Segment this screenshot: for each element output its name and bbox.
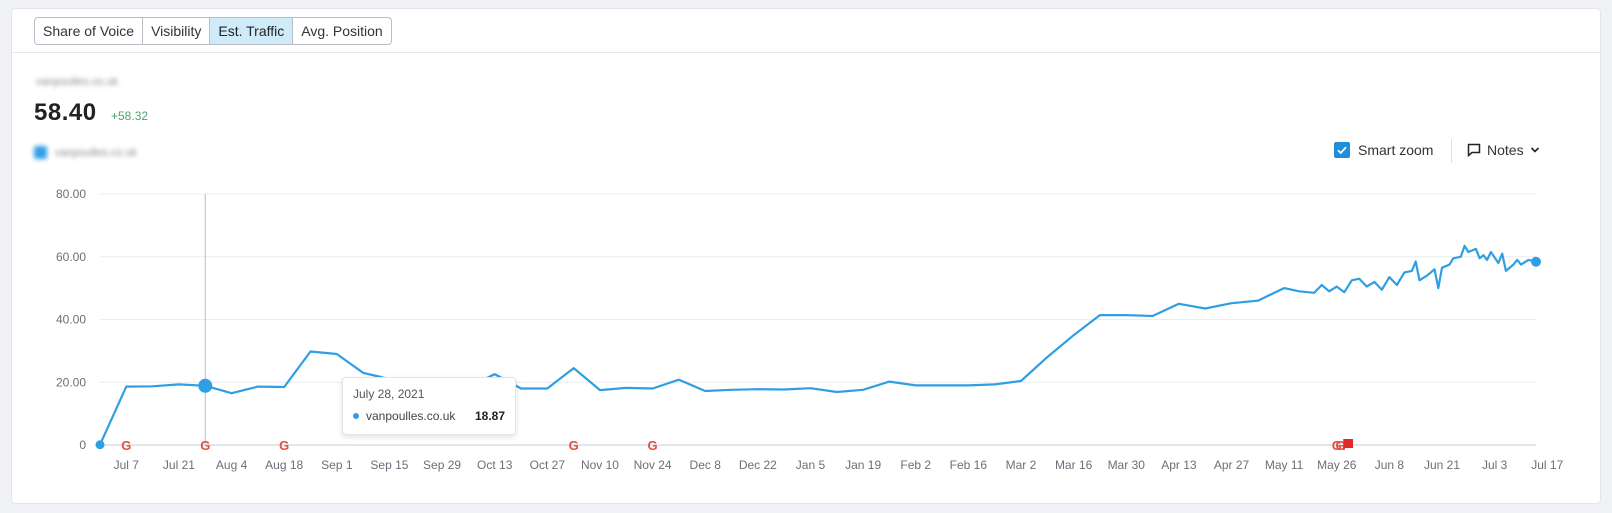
tooltip-series-dot: [353, 413, 359, 419]
legend-label: vanpoulles.co.uk: [55, 146, 137, 159]
x-tick-label: Dec 8: [690, 458, 722, 472]
x-tick-label: Jun 21: [1424, 458, 1460, 472]
smart-zoom-label: Smart zoom: [1358, 142, 1434, 158]
chevron-down-icon: [1530, 147, 1539, 153]
legend-checkbox[interactable]: [34, 146, 47, 159]
notes-dropdown[interactable]: Notes: [1467, 142, 1540, 158]
notes-label: Notes: [1487, 142, 1524, 158]
x-tick-label: Apr 27: [1214, 458, 1250, 472]
google-update-icon[interactable]: G: [279, 438, 289, 453]
google-update-icon[interactable]: G: [648, 438, 658, 453]
google-update-icon[interactable]: G: [569, 438, 579, 453]
x-tick-label: Jul 21: [163, 458, 195, 472]
end-point: [1531, 256, 1541, 267]
x-tick-label: Mar 30: [1108, 458, 1146, 472]
chart-tooltip: July 28, 2021 vanpoulles.co.uk 18.87: [342, 377, 516, 435]
x-tick-label: Jan 5: [796, 458, 826, 472]
x-tick-label: Aug 4: [216, 458, 248, 472]
tab-avg-position[interactable]: Avg. Position: [301, 23, 383, 39]
tab-est-traffic[interactable]: Est. Traffic: [210, 18, 294, 44]
traffic-panel: Share of Voice Visibility Est. Traffic A…: [11, 8, 1601, 504]
hover-point[interactable]: [198, 378, 213, 393]
y-tick-label: 60.00: [56, 250, 86, 264]
domain-name: vanpoulles.co.uk: [36, 76, 118, 88]
smart-zoom-toggle[interactable]: Smart zoom: [1334, 142, 1433, 158]
google-update-icon[interactable]: G: [200, 438, 210, 453]
tooltip-date: July 28, 2021: [353, 387, 425, 401]
traffic-value: 58.40: [34, 99, 97, 126]
google-update-icon[interactable]: G: [1332, 438, 1342, 453]
y-tick-label: 40.00: [56, 313, 86, 327]
note-flag-icon[interactable]: [1343, 439, 1354, 450]
x-tick-label: May 11: [1265, 458, 1304, 472]
x-tick-label: Jul 17: [1531, 458, 1563, 472]
start-point: [95, 440, 105, 450]
tooltip-value: 18.87: [474, 409, 505, 423]
x-tick-label: Feb 2: [900, 458, 931, 472]
header-divider: [12, 52, 1600, 53]
y-tick-label: 0: [79, 438, 86, 452]
google-update-icon[interactable]: G: [121, 438, 131, 453]
y-tick-label: 20.00: [56, 375, 86, 389]
x-tick-label: Jan 19: [845, 458, 881, 472]
x-tick-label: May 26: [1317, 458, 1357, 472]
tooltip-row: vanpoulles.co.uk 18.87: [353, 409, 505, 423]
x-tick-label: Sep 15: [370, 458, 408, 472]
check-icon: [1337, 146, 1347, 155]
x-tick-label: Aug 18: [265, 458, 303, 472]
smart-zoom-checkbox[interactable]: [1334, 142, 1350, 158]
x-tick-label: Feb 16: [950, 458, 988, 472]
x-tick-label: Dec 22: [739, 458, 777, 472]
google-update-icon[interactable]: G: [1335, 438, 1345, 453]
x-tick-label: Apr 13: [1161, 458, 1197, 472]
tooltip-series-name: vanpoulles.co.uk: [366, 409, 456, 423]
x-tick-label: Oct 27: [530, 458, 566, 472]
tab-share-of-voice[interactable]: Share of Voice: [35, 18, 144, 44]
traffic-delta: +58.32: [111, 109, 149, 123]
note-icon: [1467, 143, 1481, 157]
x-tick-label: Jul 3: [1482, 458, 1508, 472]
x-tick-label: Mar 2: [1006, 458, 1037, 472]
x-tick-label: Sep 1: [321, 458, 353, 472]
x-tick-label: Sep 29: [423, 458, 461, 472]
metric-tabs: Share of Voice Visibility Est. Traffic A…: [34, 17, 392, 45]
x-tick-label: Nov 10: [581, 458, 619, 472]
x-tick-label: Mar 16: [1055, 458, 1093, 472]
series-legend[interactable]: vanpoulles.co.uk: [34, 146, 137, 159]
x-tick-label: Oct 13: [477, 458, 513, 472]
y-tick-label: 80.00: [56, 187, 86, 201]
tab-visibility[interactable]: Visibility: [143, 18, 211, 44]
x-tick-label: Jul 7: [114, 458, 140, 472]
controls-separator: [1451, 139, 1452, 163]
traffic-line: [98, 244, 1537, 446]
x-tick-label: Nov 24: [634, 458, 672, 472]
x-tick-label: Jun 8: [1375, 458, 1405, 472]
